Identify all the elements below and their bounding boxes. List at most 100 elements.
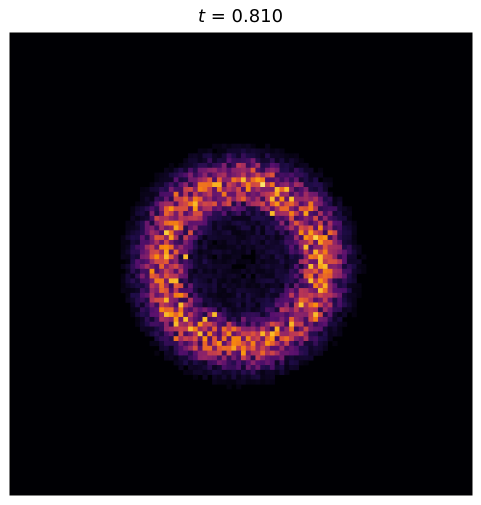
heatmap-cell (216, 360, 223, 366)
heatmap-cell (178, 196, 184, 202)
heatmap-cell (197, 153, 203, 159)
heatmap-cell (346, 230, 352, 236)
heatmap-cell (159, 331, 165, 337)
heatmap-cell (236, 307, 242, 313)
heatmap-cell (216, 273, 223, 279)
heatmap-cell (178, 167, 184, 173)
heatmap-cell (346, 225, 352, 231)
heatmap-cell (313, 172, 319, 178)
heatmap-cell (236, 143, 242, 149)
heatmap-cell (322, 336, 328, 342)
heatmap-cell (154, 211, 160, 217)
heatmap-cell (197, 312, 203, 318)
heatmap-cell (279, 326, 285, 332)
heatmap-cell (318, 292, 324, 298)
heatmap-cell (178, 336, 184, 342)
heatmap-cell (260, 316, 266, 323)
heatmap-cell (274, 292, 280, 298)
heatmap-cell (241, 153, 247, 159)
heatmap-cell (236, 249, 242, 255)
heatmap-cell (289, 321, 295, 327)
heatmap-cell (322, 268, 328, 274)
heatmap-cell (188, 312, 194, 318)
heatmap-cell (178, 259, 184, 265)
heatmap-cell (332, 307, 338, 313)
heatmap-cell (159, 225, 165, 231)
heatmap-cell (255, 211, 261, 217)
heatmap-cell (192, 341, 198, 347)
heatmap-cell (293, 273, 300, 279)
heatmap-cell (250, 244, 256, 250)
heatmap-cell (342, 264, 348, 270)
heatmap-cell (250, 278, 256, 284)
heatmap-cell (178, 191, 184, 197)
heatmap-cell (303, 191, 309, 197)
heatmap-cell (332, 326, 338, 332)
heatmap-cell (173, 350, 179, 356)
heatmap-cell (154, 312, 160, 318)
heatmap-cell (342, 268, 348, 274)
heatmap-cell (212, 225, 218, 231)
heatmap-cell (313, 215, 319, 221)
heatmap-cell (231, 191, 237, 197)
heatmap-cell (269, 278, 275, 284)
heatmap-cell (183, 259, 189, 265)
heatmap-cell (274, 249, 280, 255)
heatmap-cell (255, 278, 261, 284)
heatmap-cell (351, 239, 357, 246)
heatmap-cell (192, 360, 198, 366)
heatmap-cell (269, 225, 275, 231)
heatmap-cell (265, 336, 271, 342)
heatmap-cell (269, 307, 275, 313)
heatmap-cell (245, 148, 251, 154)
heatmap-cell (308, 211, 314, 217)
heatmap-cell (164, 326, 170, 332)
heatmap-cell (139, 307, 146, 313)
heatmap-cell (269, 191, 275, 197)
heatmap-cell (279, 273, 285, 279)
heatmap-cell (279, 167, 285, 173)
heatmap-cell (269, 360, 275, 366)
heatmap-cell (250, 283, 256, 289)
heatmap-cell (197, 288, 203, 294)
heatmap-cell (260, 230, 266, 236)
heatmap-cell (144, 302, 150, 308)
heatmap-cell (269, 302, 275, 308)
heatmap-cell (231, 162, 237, 169)
heatmap-cell (226, 369, 232, 375)
heatmap-cell (231, 365, 237, 371)
heatmap-cell (212, 206, 218, 212)
heatmap-cell (269, 215, 275, 221)
heatmap-cell (308, 283, 314, 289)
heatmap-cell (226, 259, 232, 265)
heatmap-cell (226, 283, 232, 289)
heatmap-cell (245, 249, 251, 255)
heatmap-cell (183, 326, 189, 332)
heatmap-cell (322, 316, 328, 323)
heatmap-cell (178, 350, 184, 356)
heatmap-cell (149, 230, 155, 236)
heatmap-cell (216, 148, 223, 154)
heatmap-cell (216, 158, 223, 164)
heatmap-cell (337, 302, 343, 308)
heatmap-cell (346, 283, 352, 289)
heatmap-cell (313, 254, 319, 260)
heatmap-cell (221, 273, 227, 279)
heatmap-cell (356, 244, 362, 250)
heatmap-cell (274, 312, 280, 318)
heatmap-cell (269, 268, 275, 274)
heatmap-cell (188, 288, 194, 294)
heatmap-cell (289, 307, 295, 313)
heatmap-cell (231, 331, 237, 337)
heatmap-cell (207, 326, 213, 332)
heatmap-cell (318, 264, 324, 270)
heatmap-cell (154, 225, 160, 231)
heatmap-cell (221, 172, 227, 178)
heatmap-cell (173, 225, 179, 231)
heatmap-cell (192, 158, 198, 164)
heatmap-cell (183, 283, 189, 289)
heatmap-cell (188, 196, 194, 202)
heatmap-cell (293, 345, 300, 351)
heatmap-cell (293, 297, 300, 303)
heatmap-cell (337, 244, 343, 250)
